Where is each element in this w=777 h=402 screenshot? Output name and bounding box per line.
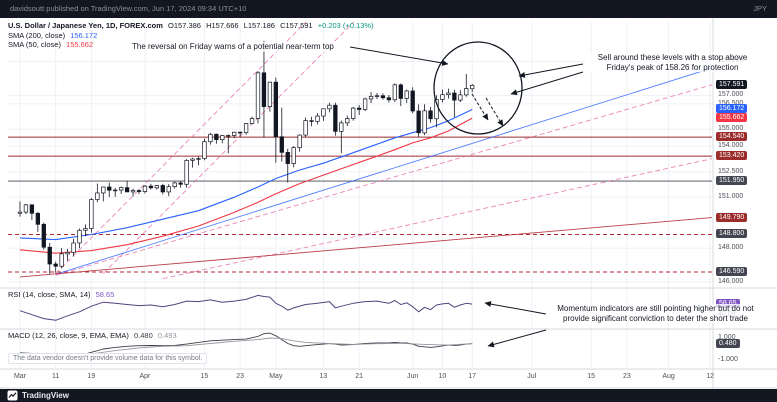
time-axis[interactable]: Mar 11 19 Apr 15 23 May 13 21 Jun 10 17 Jul 15 23 Aug 12 <box>0 371 777 387</box>
sma50-label[interactable]: SMA (50, close) <box>8 40 61 49</box>
tradingview-logo-icon <box>7 390 18 401</box>
price-tick: 146.000 <box>718 278 744 285</box>
price-tick: 148.000 <box>718 244 744 252</box>
chart-legend: U.S. Dollar / Japanese Yen, 1D, FOREX.co… <box>8 21 374 50</box>
footer-bar: TradingView <box>0 389 777 402</box>
time-tick: Apr <box>139 373 151 380</box>
time-tick: 21 <box>355 373 364 380</box>
time-tick: Jun <box>407 373 419 380</box>
time-tick: 23 <box>622 373 631 380</box>
price-tick: 154.000 <box>718 142 744 150</box>
ohlc-change: +0.203 (+0.13%) <box>317 21 374 30</box>
ohlc-low: L157.186 <box>243 21 275 30</box>
sma200-value: 156.172 <box>70 30 98 40</box>
price-tick: 155.000 <box>718 125 744 133</box>
time-tick: 23 <box>236 373 245 380</box>
macd-label[interactable]: MACD (12, 26, close, 9, EMA, EMA) <box>8 331 129 340</box>
price-badge: 149.790 <box>716 212 748 222</box>
price-badge: 58.65 <box>716 299 740 309</box>
header-bar: davidsoutt published on TradingView.com,… <box>0 0 777 18</box>
price-tick: -1.000 <box>718 356 738 363</box>
sma50-row: SMA (50, close) 155.662 <box>8 40 374 50</box>
time-tick: 12 <box>706 373 715 380</box>
symbol-title[interactable]: U.S. Dollar / Japanese Yen, 1D, FOREX.co… <box>8 21 163 30</box>
axis-currency-label: JPY <box>753 4 767 13</box>
price-axis[interactable]: 159.000157.000156.500155.000154.000152.5… <box>714 18 777 388</box>
price-tick: 156.500 <box>718 99 744 107</box>
macd-signal-value: 0.493 <box>157 331 177 340</box>
price-badge: 0.480 <box>716 338 740 348</box>
sma200-row: SMA (200, close) 156.172 <box>8 31 374 41</box>
time-tick: 19 <box>87 373 96 380</box>
symbol-row: U.S. Dollar / Japanese Yen, 1D, FOREX.co… <box>8 21 374 31</box>
price-badge: 155.662 <box>716 113 748 123</box>
time-tick: May <box>269 373 283 380</box>
annotation-momentum: Momentum indicators are still pointing h… <box>548 304 763 323</box>
price-tick: 1.000 <box>718 334 736 341</box>
price-badge: 154.540 <box>716 132 748 142</box>
price-badge: 153.420 <box>716 151 748 161</box>
ohlc-close: C157.591 <box>280 21 313 30</box>
price-tick: 157.000 <box>718 91 744 99</box>
annotation-sell-levels: Sell around these levels with a stop abo… <box>585 53 760 72</box>
time-tick: 15 <box>587 373 596 380</box>
time-tick: 13 <box>319 373 328 380</box>
rsi-label[interactable]: RSI (14, close, SMA, 14) <box>8 290 91 299</box>
macd-value: 0.480 <box>133 331 153 340</box>
price-badge: 156.172 <box>716 104 748 114</box>
no-volume-notice: The data vendor doesn't provide volume d… <box>8 353 208 364</box>
time-tick: 15 <box>200 373 209 380</box>
ohlc-high: H157.666 <box>206 21 239 30</box>
publish-info: davidsoutt published on TradingView.com,… <box>10 4 247 13</box>
time-tick: Aug <box>662 373 675 380</box>
tradingview-brand[interactable]: TradingView <box>22 391 69 400</box>
price-badge: 146.590 <box>716 266 748 276</box>
sma200-label[interactable]: SMA (200, close) <box>8 30 66 40</box>
time-tick: 11 <box>52 373 60 380</box>
time-tick: Jul <box>527 373 537 380</box>
annotation-reversal-top: The reversal on Friday warns of a potent… <box>132 42 334 52</box>
sma50-value: 155.662 <box>66 40 94 49</box>
price-badge: 151.950 <box>716 176 748 186</box>
macd-legend: MACD (12, 26, close, 9, EMA, EMA) 0.480 … <box>8 331 177 340</box>
time-tick: 17 <box>468 373 477 380</box>
price-tick: 152.500 <box>718 167 744 175</box>
price-badge: 157.591 <box>716 80 748 90</box>
rsi-legend: RSI (14, close, SMA, 14) 58.65 <box>8 290 114 299</box>
ohlc-open: O157.386 <box>168 21 201 30</box>
price-tick: 151.000 <box>718 193 744 201</box>
price-badge: 148.800 <box>716 229 748 239</box>
time-tick: Mar <box>13 373 27 380</box>
rsi-value: 58.65 <box>95 290 115 299</box>
time-tick: 10 <box>438 373 447 380</box>
